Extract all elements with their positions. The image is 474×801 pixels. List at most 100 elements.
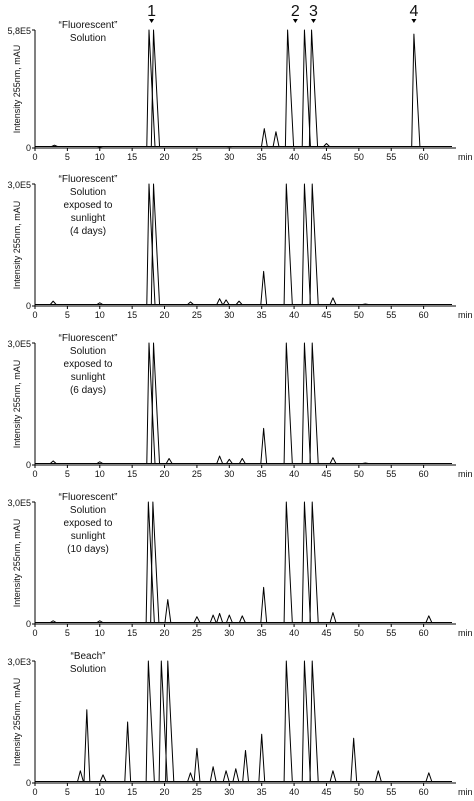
panel-annotation-line: “Fluorescent” (59, 174, 118, 185)
panel-annotation-line: (10 days) (67, 544, 109, 555)
chromatogram-peak (260, 128, 268, 147)
peak-number-label: 2 (291, 3, 300, 20)
x-tick-label: 45 (321, 152, 331, 162)
panel-annotation-line: sunlight (71, 213, 106, 224)
y-axis-label: Intensity 255nm, mAU (12, 201, 22, 290)
chromatogram-peak (258, 733, 266, 782)
y-max-label: 3,0E5 (7, 339, 31, 349)
x-tick-label: 35 (257, 628, 267, 638)
chromatogram-peak (193, 616, 201, 623)
chromatogram-peak (187, 772, 194, 782)
chromatogram-peak (301, 660, 311, 782)
y-axis-label: Intensity 255nm, mAU (12, 678, 22, 767)
chromatogram-peak (49, 300, 57, 305)
y-max-label: 3,0E3 (7, 657, 31, 667)
chromatogram-peak (145, 501, 155, 623)
chromatogram-panel-4: 3,0E5 0 Intensity 255nm, mAU 0 5 10 15 20 25 30 35… (7, 492, 472, 638)
y-axis-label: Intensity 255nm, mAU (12, 519, 22, 608)
panel-annotation-line: “Fluorescent” (59, 20, 118, 31)
x-tick-label: 45 (321, 787, 331, 797)
chromatogram-peak (260, 427, 268, 464)
x-tick-label: 25 (192, 787, 202, 797)
chromatogram-peak (283, 183, 293, 305)
x-tick-label: 0 (32, 469, 37, 479)
x-unit-label: min (458, 152, 473, 162)
y-axis-label: Intensity 255nm, mAU (12, 360, 22, 449)
peak-marker-arrow (311, 19, 317, 23)
x-tick-label: 25 (192, 469, 202, 479)
x-tick-label: 40 (289, 469, 299, 479)
x-tick-label: 60 (419, 469, 429, 479)
chromatogram-peak (49, 460, 57, 464)
chromatogram-peak (283, 342, 293, 464)
chromatogram-peak (425, 772, 433, 782)
chromatogram-peak (235, 300, 243, 305)
x-tick-label: 30 (224, 310, 234, 320)
peak-number-label: 4 (409, 3, 418, 20)
chromatogram-peak (150, 501, 160, 623)
x-tick-label: 10 (95, 469, 105, 479)
x-tick-label: 20 (160, 310, 170, 320)
chromatogram-peak (329, 457, 337, 464)
x-tick-label: 35 (257, 787, 267, 797)
panel-annotation-line: sunlight (71, 531, 106, 542)
x-tick-label: 20 (160, 152, 170, 162)
panel-annotation-line: “Beach” (70, 651, 105, 662)
x-tick-label: 15 (127, 787, 137, 797)
x-tick-label: 5 (65, 628, 70, 638)
chromatogram-peak (50, 620, 57, 623)
chromatogram-peak (96, 461, 104, 464)
chromatogram-peak (329, 297, 337, 305)
x-tick-label: 45 (321, 628, 331, 638)
chromatogram-peak (411, 33, 421, 147)
chromatogram-peak (146, 183, 156, 305)
chromatogram-peak (362, 303, 369, 305)
x-tick-label: 35 (257, 310, 267, 320)
x-tick-label: 40 (289, 787, 299, 797)
x-tick-label: 15 (127, 628, 137, 638)
x-tick-label: 5 (65, 152, 70, 162)
panel-annotation-line: exposed to (64, 359, 113, 370)
x-tick-label: 55 (386, 310, 396, 320)
chromatogram-peak (158, 660, 168, 782)
y-zero-label: 0 (26, 619, 31, 629)
x-tick-label: 0 (32, 152, 37, 162)
x-tick-label: 40 (289, 628, 299, 638)
x-tick-label: 5 (65, 310, 70, 320)
chromatogram-peak (362, 462, 369, 464)
x-tick-label: 5 (65, 787, 70, 797)
panel-annotation-line: (6 days) (70, 385, 106, 396)
x-tick-label: 40 (289, 310, 299, 320)
x-tick-label: 50 (354, 469, 364, 479)
panel-annotation-line: “Fluorescent” (59, 333, 118, 344)
chromatogram-peak (83, 709, 91, 782)
chromatogram-panel-3: 3,0E5 0 Intensity 255nm, mAU 0 5 10 15 20 25 30 35… (7, 333, 472, 479)
chromatogram-panel-5: 3,0E3 0 Intensity 255nm, mAU 0 5 10 15 20 25 30 35… (7, 651, 472, 797)
panel-annotation-line: Solution (70, 187, 106, 198)
x-tick-label: 35 (257, 469, 267, 479)
chromatogram-peak (150, 342, 161, 464)
y-zero-label: 0 (26, 143, 31, 153)
panel-annotation-line: Solution (70, 505, 106, 516)
chromatogram-peak (309, 501, 319, 623)
x-tick-label: 30 (224, 152, 234, 162)
chromatogram-peak (216, 455, 224, 464)
x-tick-label: 50 (354, 152, 364, 162)
x-unit-label: min (458, 787, 473, 797)
panel-annotation-line: sunlight (71, 372, 106, 383)
chromatogram-peak (77, 770, 84, 782)
panel-annotation-line: Solution (70, 33, 106, 44)
x-tick-label: 20 (160, 469, 170, 479)
chromatogram-peak (260, 270, 268, 305)
chromatogram-peak (239, 457, 246, 464)
x-tick-label: 5 (65, 469, 70, 479)
panel-annotation-line: (4 days) (70, 226, 106, 237)
panel-annotation-line: exposed to (64, 518, 113, 529)
x-tick-label: 25 (192, 628, 202, 638)
x-tick-label: 50 (354, 310, 364, 320)
x-tick-label: 30 (224, 787, 234, 797)
chromatogram-peak (301, 183, 311, 305)
x-tick-label: 15 (127, 152, 137, 162)
x-tick-label: 25 (192, 310, 202, 320)
chromatogram-peak (146, 29, 156, 147)
